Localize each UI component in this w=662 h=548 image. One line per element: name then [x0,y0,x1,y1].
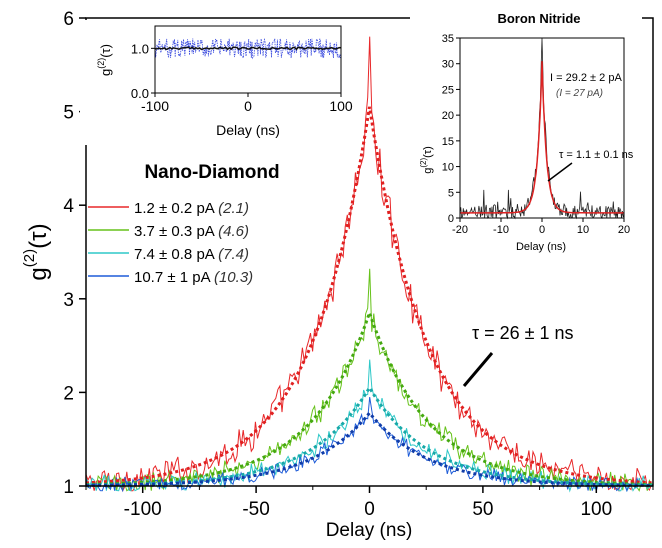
legend-entry-name: 3.7 ± 0.3 pA [134,223,218,240]
legend-entry-note: (4.6) [218,223,249,240]
main-x-tick-label: 50 [472,499,493,520]
inset-right-plot: Boron Nitride -20 -10 0 10 20 0 5 10 15 20 25 30 35… [410,8,642,266]
inset-right-annotation-current: I = 29.2 ± 2 pA [550,72,622,84]
main-x-ticks: -100 -50 0 50 100 [85,486,654,520]
inset-right-y-tick-label: 5 [448,187,454,199]
main-y-label-arg: (τ) [25,223,52,248]
legend-entry: 10.7 ± 1 pA (10.3) [134,269,253,286]
main-y-tick-label: 3 [63,290,74,311]
legend-entry: 7.4 ± 0.8 pA (7.4) [134,246,249,263]
inset-right-x-tick-label: 0 [539,224,545,236]
inset-right-annotation-current-note: (I = 27 pA) [556,88,603,99]
main-annotation-tau: τ = 26 ± 1 ns [472,323,574,343]
main-y-tick-label: 6 [63,9,74,30]
inset-left-x-axis-label: Delay (ns) [216,122,280,138]
inset-right-y-tick-label: 30 [442,59,454,71]
main-x-tick-label: -100 [124,499,162,520]
inset-left-x-tick-label: 0 [244,98,252,114]
main-x-tick-label: -50 [242,499,269,520]
inset-right-y-label-arg: (τ) [422,146,434,158]
inset-left-plot: -100 0 100 0.0 1.0 Delay (ns) g(2)(τ) [80,20,353,145]
main-y-tick-label: 4 [63,196,74,217]
inset-left-y-axis-label: g(2)(τ) [96,44,113,76]
inset-right-x-tick-label: 10 [577,224,589,236]
main-y-tick-label: 5 [63,103,74,124]
inset-left-y-label-arg: (τ) [98,44,113,58]
main-series-line [85,268,652,492]
main-y-label-base: g [25,267,52,280]
main-series-group [85,36,652,493]
legend-entry-name: 1.2 ± 0.2 pA [134,200,218,217]
inset-right-y-tick-label: 25 [442,84,454,96]
inset-left-background [80,20,350,145]
inset-right-y-tick-label: 15 [442,136,454,148]
inset-left-y-tick-label: 1.0 [131,41,149,56]
inset-left-data-line [154,37,341,60]
inset-right-y-axis-label: g(2)(τ) [419,146,434,174]
legend-entry-name: 10.7 ± 1 pA [134,269,214,286]
inset-left-y-label-sup: (2) [96,58,106,69]
inset-right-title: Boron Nitride [497,11,580,26]
inset-right-fit-line [460,61,624,214]
main-fit-group [85,106,654,487]
main-series-line [85,36,652,492]
inset-right-y-tick-label: 20 [442,110,454,122]
main-y-tick-label: 1 [63,477,74,498]
inset-right-x-axis-label: Delay (ns) [516,241,566,253]
inset-right-background [410,8,642,266]
main-fit-line [85,106,654,485]
inset-left-mean-line [154,46,342,51]
inset-right-y-tick-label: 10 [442,162,454,174]
inset-right-y-label-base: g [422,168,434,174]
main-fit-line [86,410,653,487]
inset-right-x-tick-label: -20 [452,224,468,236]
inset-left-y-label-base: g [98,69,113,76]
main-annotation-arrow [462,352,494,387]
main-x-axis-label: Delay (ns) [326,520,413,541]
legend-entry-note: (7.4) [218,246,249,263]
inset-right-y-ticks: 0 5 10 15 20 25 30 35 [442,33,460,225]
inset-left-y-ticks: 0.0 1.0 [131,41,155,101]
inset-right-annotation-arrow [547,162,573,182]
main-legend: 1.2 ± 0.2 pA (2.1)3.7 ± 0.3 pA (4.6)7.4 … [88,200,253,286]
main-y-tick-label: 2 [63,383,74,404]
main-y-axis-label: g(2)(τ) [21,223,52,280]
main-y-label-sup: (2) [21,249,38,267]
main-x-tick-label: 0 [364,499,375,520]
legend-entry-note: (10.3) [214,269,253,286]
legend-entry-name: 7.4 ± 0.8 pA [134,246,218,263]
main-legend-title: Nano-Diamond [144,162,279,183]
inset-left-x-tick-label: 100 [329,98,353,114]
main-series-line [85,397,652,493]
inset-right-x-tick-label: -10 [493,224,509,236]
main-x-tick-label: 100 [580,499,612,520]
legend-entry: 3.7 ± 0.3 pA (4.6) [134,223,249,240]
inset-left-x-ticks: -100 0 100 [141,93,353,114]
inset-right-x-ticks: -20 -10 0 10 20 [452,218,630,236]
inset-right-annotation-tau: τ = 1.1 ± 0.1 ns [559,149,634,161]
inset-right-x-tick-label: 20 [618,224,630,236]
inset-left-series-group [154,37,342,60]
legend-entry: 1.2 ± 0.2 pA (2.1) [134,200,249,217]
inset-left-y-tick-label: 0.0 [131,86,149,101]
inset-left-x-tick-label: -100 [141,98,169,114]
inset-right-y-label-sup: (2) [419,158,428,168]
inset-right-y-tick-label: 35 [442,33,454,45]
inset-right-y-tick-label: 0 [448,213,454,225]
legend-entry-note: (2.1) [218,200,249,217]
